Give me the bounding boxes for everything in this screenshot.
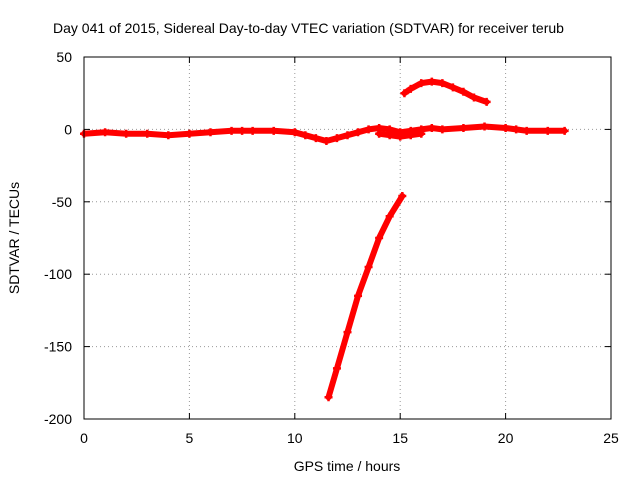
data-point (185, 129, 194, 138)
data-point (354, 291, 363, 300)
data-point (143, 129, 152, 138)
data-point (343, 131, 352, 140)
axis-ticks: 0 5 10 15 20 25 50 0 -50 -100 -150 -200 (44, 49, 619, 446)
data-point (459, 123, 468, 132)
y-tick-label: 50 (56, 49, 72, 65)
data-point (480, 122, 489, 131)
y-tick-label: -100 (44, 266, 72, 282)
data-point (400, 89, 409, 98)
data-point (385, 212, 394, 221)
data-point (248, 126, 257, 135)
data-point (482, 97, 491, 106)
y-axis-label: SDTVAR / TECUs (6, 182, 22, 294)
data-point (322, 136, 331, 145)
data-point (438, 79, 447, 88)
x-tick-label: 10 (287, 430, 303, 446)
x-tick-label: 20 (498, 430, 514, 446)
data-point (301, 131, 310, 140)
data-point (101, 128, 110, 137)
y-tick-label: -150 (44, 339, 72, 355)
data-point (122, 129, 131, 138)
x-tick-label: 15 (392, 430, 408, 446)
data-point (343, 328, 352, 337)
grid-lines (84, 57, 611, 419)
data-point (543, 126, 552, 135)
data-point (238, 126, 247, 135)
y-tick-label: -200 (44, 411, 72, 427)
data-point (427, 123, 436, 132)
data-point (311, 134, 320, 143)
data-point (364, 125, 373, 134)
data-point (354, 128, 363, 137)
data-point (324, 393, 333, 402)
data-point (448, 83, 457, 92)
data-points (80, 77, 569, 402)
data-point (438, 125, 447, 134)
data-point (375, 234, 384, 242)
data-point (164, 131, 173, 140)
data-point (227, 126, 236, 135)
data-point (398, 192, 407, 201)
data-point (427, 77, 436, 86)
data-point (206, 128, 215, 137)
series-line (325, 193, 406, 401)
plot-frame (83, 56, 612, 420)
x-axis-label: GPS time / hours (294, 458, 401, 474)
y-tick-label: -50 (52, 194, 72, 210)
chart-title: Day 041 of 2015, Sidereal Day-to-day VTE… (53, 20, 564, 36)
data-point (375, 129, 384, 138)
data-point (406, 84, 415, 93)
data-point (269, 126, 278, 135)
data-point (501, 123, 510, 132)
data-point (469, 93, 478, 102)
data-point (522, 126, 531, 135)
data-point (459, 87, 468, 96)
data-point (290, 128, 299, 137)
data-point (417, 129, 426, 138)
data-point (385, 131, 394, 140)
data-point (364, 262, 373, 271)
data-point (560, 126, 569, 135)
data-point (512, 125, 521, 134)
x-tick-label: 25 (603, 430, 619, 446)
data-point (396, 132, 405, 141)
data-point (332, 364, 341, 373)
data-point (406, 131, 415, 140)
data-point (417, 79, 426, 88)
data-point (332, 134, 341, 143)
x-tick-label: 5 (186, 430, 194, 446)
series-line (81, 123, 568, 144)
x-tick-label: 0 (80, 430, 88, 446)
y-tick-label: 0 (64, 121, 72, 137)
